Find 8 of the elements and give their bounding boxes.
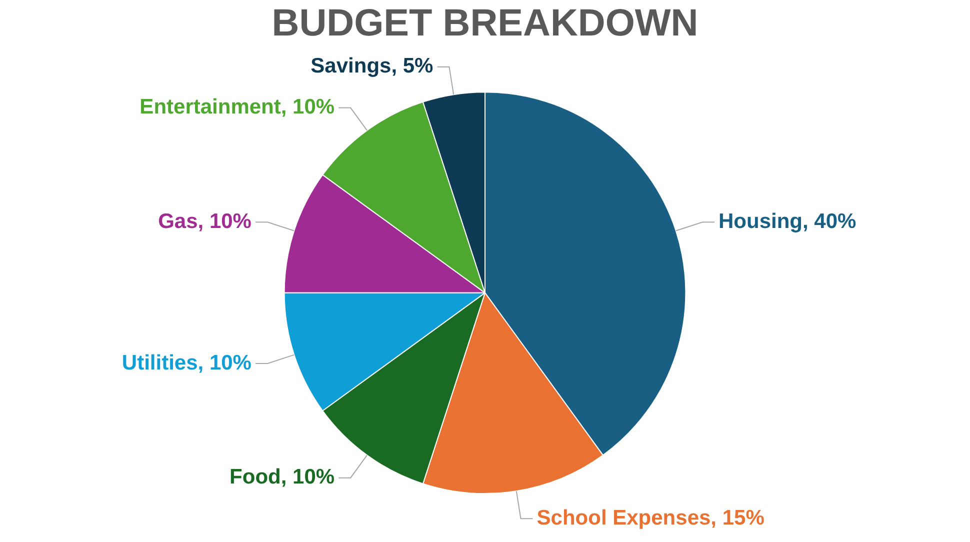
slice-label: School Expenses, 15% [536, 506, 765, 530]
slice-label: Food, 10% [230, 466, 335, 489]
slice-label: Savings, 5% [310, 54, 434, 78]
slice-label: Entertainment, 10% [140, 96, 335, 119]
slice-label: Utilities, 10% [122, 351, 252, 374]
slice-label: Housing, 40% [718, 210, 857, 233]
chart-title: BUDGET BREAKDOWN [272, 2, 698, 44]
slice-label: Gas, 10% [158, 210, 252, 233]
